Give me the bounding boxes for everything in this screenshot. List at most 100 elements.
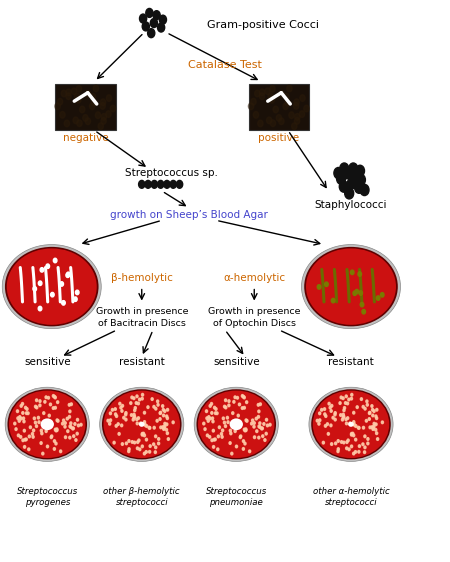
Circle shape [339, 181, 348, 192]
Circle shape [24, 406, 27, 409]
Circle shape [327, 433, 329, 435]
Text: Streptococcus
pneumoniae: Streptococcus pneumoniae [206, 487, 267, 507]
Circle shape [214, 438, 216, 441]
Circle shape [51, 435, 53, 438]
Circle shape [294, 99, 299, 106]
Circle shape [349, 422, 351, 425]
Circle shape [135, 402, 137, 404]
Circle shape [128, 439, 130, 442]
Circle shape [48, 414, 50, 417]
Circle shape [320, 409, 323, 411]
Circle shape [355, 289, 359, 294]
Circle shape [209, 417, 211, 420]
Circle shape [261, 427, 263, 430]
Circle shape [232, 412, 234, 414]
Circle shape [376, 296, 380, 300]
Ellipse shape [104, 391, 180, 458]
Circle shape [130, 402, 132, 405]
Ellipse shape [302, 244, 400, 329]
Circle shape [228, 404, 230, 407]
Circle shape [230, 432, 232, 435]
Circle shape [221, 429, 224, 432]
Circle shape [25, 438, 27, 441]
Circle shape [162, 409, 164, 411]
Circle shape [212, 417, 214, 420]
Circle shape [328, 402, 330, 405]
Circle shape [148, 427, 151, 429]
Circle shape [289, 112, 294, 119]
Circle shape [332, 416, 334, 419]
Circle shape [262, 435, 264, 437]
Circle shape [346, 417, 349, 419]
Circle shape [60, 111, 65, 118]
Circle shape [69, 425, 71, 428]
Circle shape [136, 418, 138, 420]
Circle shape [268, 93, 273, 100]
Circle shape [62, 422, 64, 425]
Circle shape [373, 423, 375, 425]
Circle shape [75, 439, 77, 441]
Circle shape [107, 419, 109, 422]
Circle shape [148, 451, 151, 453]
Circle shape [276, 115, 282, 121]
Circle shape [64, 436, 67, 438]
Circle shape [235, 445, 238, 448]
Circle shape [372, 427, 374, 429]
Text: Growth in presence
of Bacitracin Discs: Growth in presence of Bacitracin Discs [95, 307, 188, 328]
Circle shape [145, 180, 151, 188]
Circle shape [57, 401, 59, 404]
Circle shape [208, 416, 210, 418]
Circle shape [343, 441, 345, 444]
Circle shape [20, 417, 22, 420]
Circle shape [216, 412, 218, 415]
Circle shape [239, 436, 241, 438]
Circle shape [121, 410, 123, 413]
Circle shape [119, 402, 121, 405]
Circle shape [350, 170, 359, 181]
Circle shape [162, 405, 164, 407]
Circle shape [153, 443, 155, 446]
Text: growth on Sheep’s Blood Agar: growth on Sheep’s Blood Agar [110, 210, 268, 220]
Circle shape [28, 435, 31, 438]
Circle shape [116, 415, 117, 418]
Circle shape [151, 180, 158, 188]
FancyBboxPatch shape [248, 84, 310, 130]
Circle shape [253, 111, 259, 118]
Circle shape [77, 120, 82, 126]
Circle shape [54, 396, 56, 399]
Circle shape [154, 451, 157, 454]
Circle shape [52, 395, 54, 397]
Circle shape [342, 413, 344, 416]
Circle shape [22, 417, 25, 420]
Circle shape [120, 406, 122, 409]
Circle shape [246, 401, 248, 404]
Circle shape [322, 441, 324, 444]
Circle shape [36, 425, 37, 428]
Circle shape [245, 428, 247, 430]
Circle shape [72, 427, 74, 430]
Circle shape [225, 425, 226, 428]
Circle shape [356, 406, 358, 409]
Circle shape [162, 428, 165, 430]
Circle shape [91, 99, 97, 106]
Circle shape [243, 439, 244, 442]
Circle shape [347, 178, 356, 189]
Circle shape [39, 400, 41, 402]
Circle shape [162, 414, 165, 417]
Circle shape [324, 413, 326, 415]
Circle shape [22, 439, 24, 442]
Text: α-hemolytic: α-hemolytic [223, 273, 285, 283]
Circle shape [141, 397, 143, 400]
Circle shape [331, 405, 333, 407]
Text: resistant: resistant [119, 357, 165, 368]
Circle shape [259, 93, 265, 99]
Circle shape [353, 423, 355, 425]
Circle shape [279, 118, 284, 125]
Circle shape [270, 120, 276, 126]
Circle shape [115, 424, 117, 427]
Circle shape [252, 419, 254, 422]
Circle shape [284, 93, 289, 100]
Circle shape [330, 410, 332, 413]
Circle shape [375, 415, 377, 418]
Circle shape [122, 443, 123, 445]
